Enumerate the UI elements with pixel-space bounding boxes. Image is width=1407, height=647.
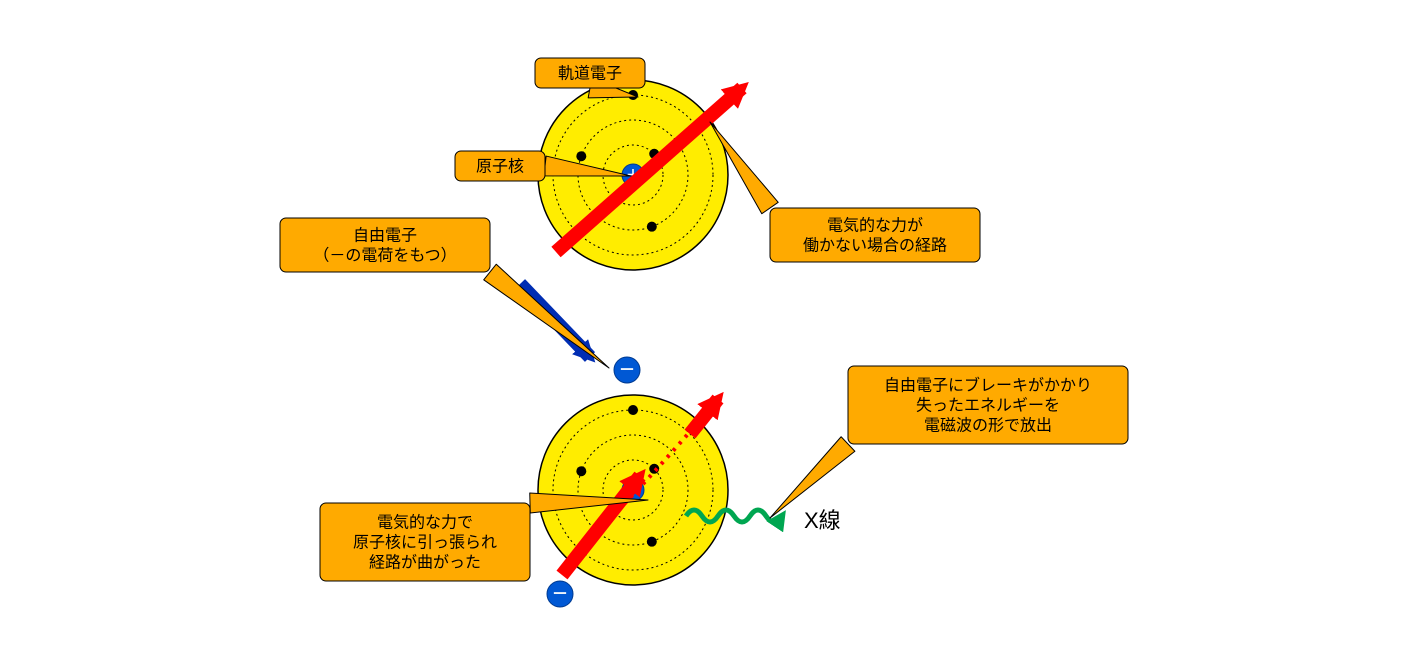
label-xray-emit-text: 失ったエネルギーを bbox=[916, 397, 1060, 415]
label-no-force-path: 電気的な力が働かない場合の経路 bbox=[710, 122, 980, 262]
orbital-electron bbox=[576, 151, 586, 161]
free-electron: － bbox=[614, 357, 640, 383]
label-nucleus-text: 原子核 bbox=[476, 158, 524, 176]
label-bent-path-text: 電気的な力で bbox=[377, 514, 473, 532]
label-xray-emit-text: 自由電子にブレーキがかかり bbox=[884, 376, 1092, 395]
label-xray-emit: 自由電子にブレーキがかかり失ったエネルギーを電磁波の形で放出 bbox=[770, 366, 1128, 518]
orbital-electron bbox=[628, 405, 638, 415]
label-free-electron-text: 自由電子 bbox=[353, 227, 417, 245]
label-free-electron-text: （－の電荷をもつ） bbox=[313, 247, 456, 265]
label-no-force-path-text: 電気的な力が bbox=[827, 217, 923, 235]
minus-icon: － bbox=[552, 586, 568, 603]
diagram-root: ＋＋－－軌道電子原子核自由電子（－の電荷をもつ）電気的な力が働かない場合の経路電… bbox=[0, 0, 1407, 647]
orbital-electron bbox=[576, 466, 586, 476]
minus-icon: － bbox=[619, 362, 635, 379]
label-bent-path-text: 原子核に引っ張られ bbox=[353, 534, 497, 552]
label-xray-emit-text: 電磁波の形で放出 bbox=[924, 417, 1052, 435]
xray-label: X線 bbox=[804, 508, 841, 533]
orbital-electron bbox=[647, 222, 657, 232]
orbital-electron bbox=[647, 537, 657, 547]
label-orbital-electron-text: 軌道電子 bbox=[558, 65, 622, 83]
free-electron: － bbox=[547, 581, 573, 607]
label-bent-path-text: 経路が曲がった bbox=[369, 554, 481, 572]
label-no-force-path-text: 働かない場合の経路 bbox=[803, 237, 947, 255]
